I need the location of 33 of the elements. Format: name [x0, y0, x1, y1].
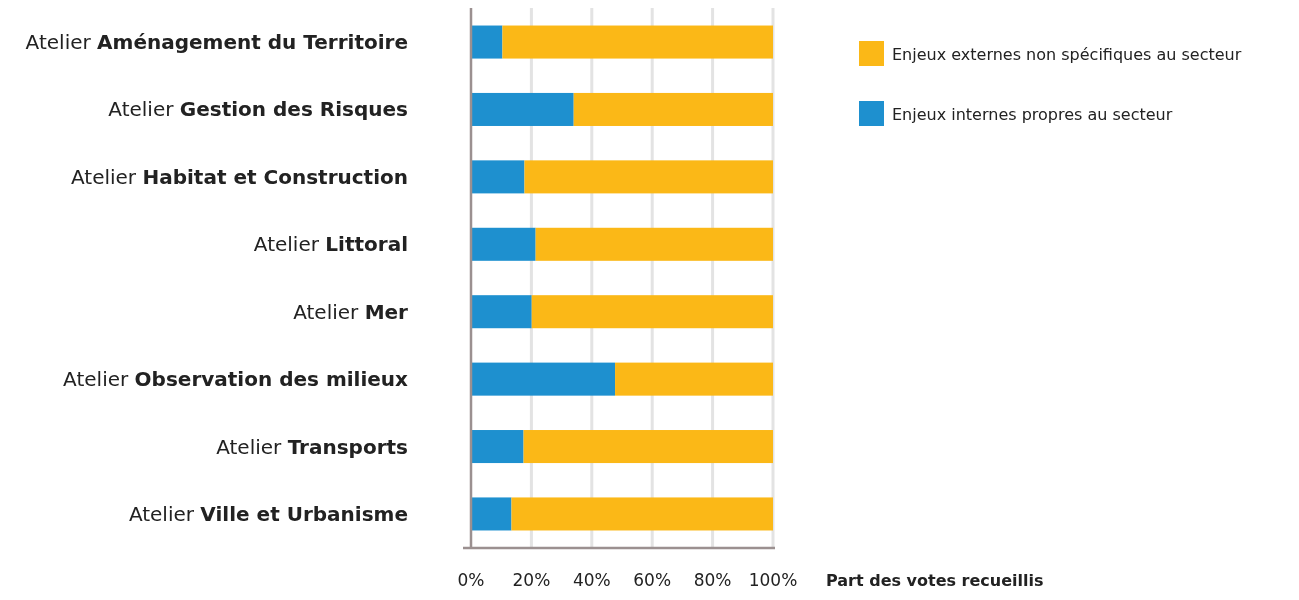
- x-axis-title: Part des votes recueillis: [826, 571, 1044, 590]
- y-tick-label: Atelier Transports: [216, 434, 408, 459]
- bar: [471, 497, 512, 531]
- x-tick-label: 40%: [572, 570, 611, 590]
- bar: [573, 92, 773, 126]
- y-tick-label: Atelier Mer: [293, 299, 409, 324]
- bar: [511, 497, 773, 531]
- y-tick-label: Atelier Habitat et Construction: [70, 164, 408, 189]
- bar: [531, 295, 773, 329]
- y-tick-label: Atelier Littoral: [253, 232, 408, 257]
- y-tick-label: Atelier Observation des milieux: [63, 367, 409, 392]
- bar: [471, 362, 616, 396]
- bar: [524, 160, 773, 194]
- x-tick-label: 0%: [457, 570, 485, 590]
- bar: [471, 295, 532, 329]
- y-tick-label: Atelier Ville et Urbanisme: [128, 501, 408, 526]
- legend-label: Enjeux externes non spécifiques au secteur: [892, 45, 1242, 64]
- x-tick-label: 20%: [512, 570, 551, 590]
- legend-label: Enjeux internes propres au secteur: [892, 105, 1173, 124]
- x-tick-label: 80%: [693, 570, 732, 590]
- x-tick-label: 100%: [748, 570, 798, 590]
- x-tick-label: 60%: [633, 570, 672, 590]
- y-tick-label: Atelier Gestion des Risques: [108, 97, 408, 122]
- bar: [471, 25, 503, 59]
- bar: [535, 227, 773, 261]
- bar: [471, 227, 536, 261]
- bar: [615, 362, 773, 396]
- bar: [471, 430, 524, 464]
- bar: [471, 160, 525, 194]
- bar: [502, 25, 773, 59]
- bar: [523, 430, 773, 464]
- y-tick-label: Atelier Aménagement du Territoire: [25, 30, 408, 55]
- bar: [471, 92, 574, 126]
